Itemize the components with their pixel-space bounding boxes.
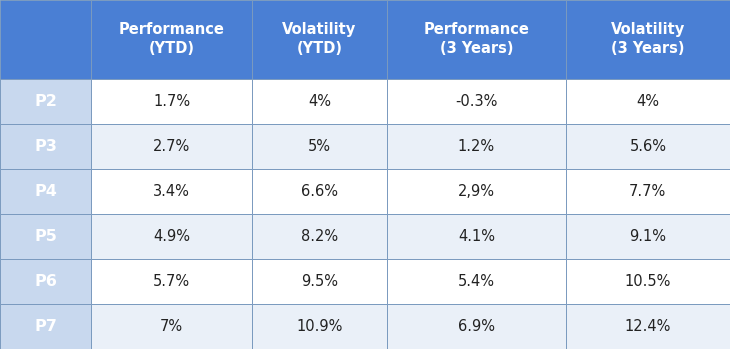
Bar xyxy=(252,169,387,214)
Text: P3: P3 xyxy=(34,139,57,154)
Text: 8.2%: 8.2% xyxy=(301,229,338,244)
Text: 9.1%: 9.1% xyxy=(629,229,666,244)
Text: Performance
(YTD): Performance (YTD) xyxy=(118,22,225,56)
Bar xyxy=(566,79,730,124)
Bar xyxy=(0,79,91,124)
Text: -0.3%: -0.3% xyxy=(455,94,498,109)
Bar xyxy=(0,169,91,214)
Text: 10.9%: 10.9% xyxy=(296,319,342,334)
Bar xyxy=(0,0,91,79)
Bar xyxy=(0,124,91,169)
Bar xyxy=(566,169,730,214)
Text: 2.7%: 2.7% xyxy=(153,139,191,154)
Text: Volatility
(YTD): Volatility (YTD) xyxy=(283,22,356,56)
Text: 5.4%: 5.4% xyxy=(458,274,495,289)
Text: 2,9%: 2,9% xyxy=(458,184,495,199)
Bar xyxy=(252,0,387,79)
Bar xyxy=(387,124,566,169)
Text: 1.2%: 1.2% xyxy=(458,139,495,154)
Text: 10.5%: 10.5% xyxy=(625,274,671,289)
Text: 1.7%: 1.7% xyxy=(153,94,190,109)
Text: 7.7%: 7.7% xyxy=(629,184,666,199)
Text: 6.9%: 6.9% xyxy=(458,319,495,334)
Text: Performance
(3 Years): Performance (3 Years) xyxy=(423,22,529,56)
Bar xyxy=(387,169,566,214)
Text: P7: P7 xyxy=(34,319,57,334)
Text: 4%: 4% xyxy=(637,94,659,109)
Bar xyxy=(0,304,91,349)
Bar xyxy=(91,259,252,304)
Text: Volatility
(3 Years): Volatility (3 Years) xyxy=(611,22,685,56)
Bar xyxy=(91,214,252,259)
Bar xyxy=(387,259,566,304)
Bar xyxy=(387,304,566,349)
Bar xyxy=(91,169,252,214)
Bar xyxy=(387,79,566,124)
Bar xyxy=(252,304,387,349)
Text: 5%: 5% xyxy=(308,139,331,154)
Bar xyxy=(387,0,566,79)
Bar xyxy=(566,214,730,259)
Bar xyxy=(0,259,91,304)
Text: 4.1%: 4.1% xyxy=(458,229,495,244)
Text: P2: P2 xyxy=(34,94,57,109)
Bar xyxy=(387,214,566,259)
Text: 3.4%: 3.4% xyxy=(153,184,190,199)
Bar xyxy=(252,79,387,124)
Text: 6.6%: 6.6% xyxy=(301,184,338,199)
Bar xyxy=(566,304,730,349)
Text: 9.5%: 9.5% xyxy=(301,274,338,289)
Bar xyxy=(566,259,730,304)
Text: 12.4%: 12.4% xyxy=(625,319,671,334)
Text: P4: P4 xyxy=(34,184,57,199)
Text: 5.6%: 5.6% xyxy=(629,139,666,154)
Text: P6: P6 xyxy=(34,274,57,289)
Text: 4%: 4% xyxy=(308,94,331,109)
Bar xyxy=(252,124,387,169)
Bar xyxy=(91,124,252,169)
Bar xyxy=(91,304,252,349)
Bar xyxy=(91,79,252,124)
Text: 4.9%: 4.9% xyxy=(153,229,190,244)
Bar xyxy=(0,214,91,259)
Bar xyxy=(91,0,252,79)
Bar xyxy=(252,259,387,304)
Text: 5.7%: 5.7% xyxy=(153,274,190,289)
Bar xyxy=(566,0,730,79)
Text: P5: P5 xyxy=(34,229,57,244)
Text: 7%: 7% xyxy=(160,319,183,334)
Bar xyxy=(252,214,387,259)
Bar xyxy=(566,124,730,169)
